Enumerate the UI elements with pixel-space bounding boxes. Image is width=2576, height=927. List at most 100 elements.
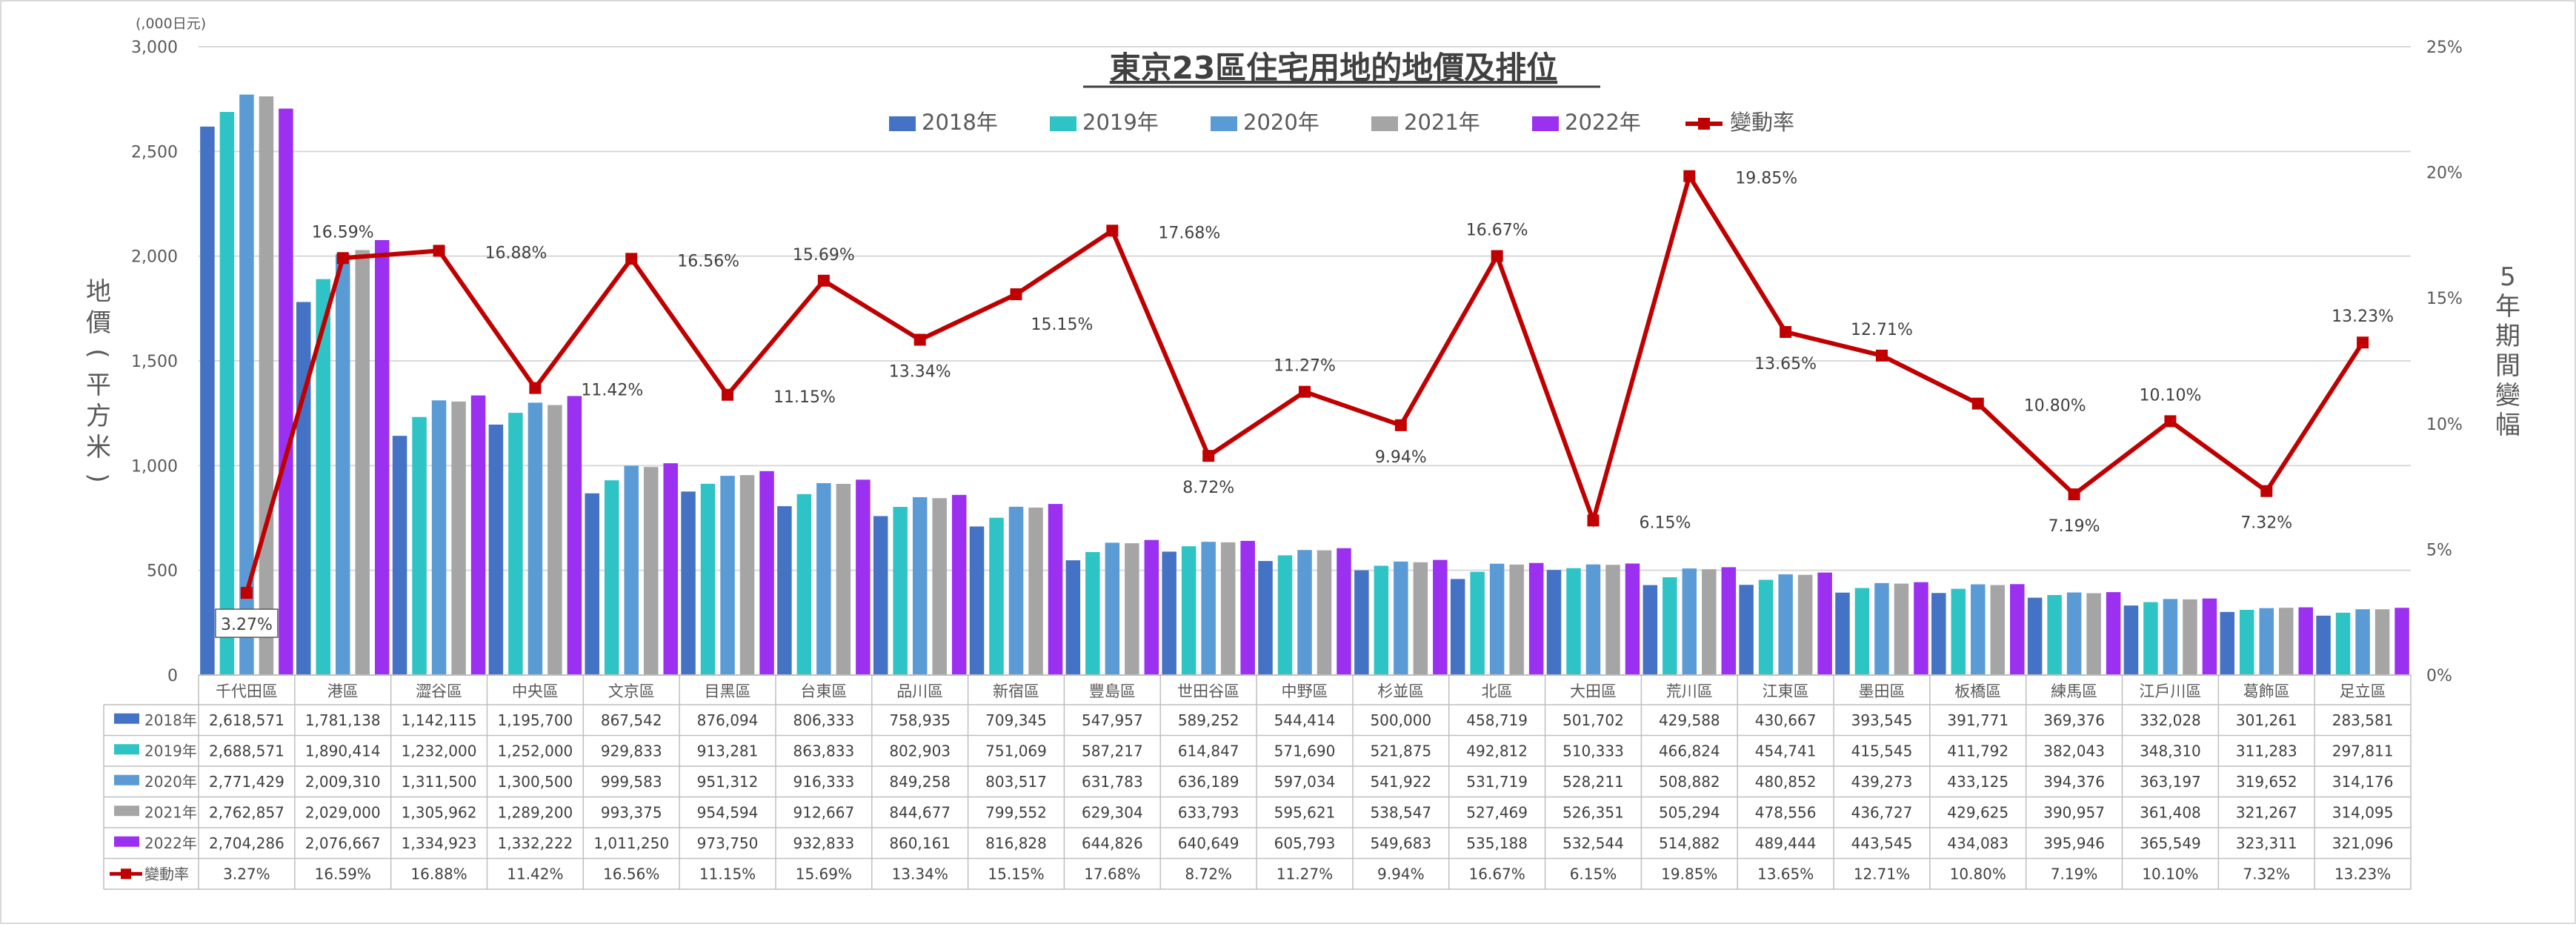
rate-marker [1394,419,1407,431]
table-cell: 538,547 [1370,803,1431,821]
bar [239,94,254,676]
table-cell: 2,762,857 [209,803,284,821]
bar [2027,597,2043,675]
rate-data-label: 3.27% [221,616,273,634]
table-cell: 844,677 [889,803,951,821]
category-label: 荒川區 [1666,682,1713,700]
table-cell: 605,793 [1274,834,1336,852]
table-row-label: 變動率 [144,865,189,883]
bar [1028,507,1043,675]
table-legend-key [114,744,139,755]
table-cell: 13.65% [1757,865,1814,883]
rate-data-label: 6.15% [1639,514,1691,532]
bar [1739,585,1754,675]
table-cell: 492,812 [1466,742,1528,760]
table-cell: 390,957 [2043,803,2105,821]
table-row-label: 2020年 [144,773,197,791]
bar [739,475,755,675]
table-cell: 480,852 [1755,773,1817,791]
table-cell: 1,334,923 [402,834,477,852]
table-cell: 19.85% [1661,865,1717,883]
rate-data-label: 11.42% [581,382,643,400]
table-cell: 454,741 [1755,742,1817,760]
table-cell: 614,847 [1178,742,1239,760]
bar [1489,563,1505,675]
table-cell: 332,028 [2140,711,2201,729]
table-cell: 528,211 [1562,773,1624,791]
table-cell: 521,875 [1370,742,1431,760]
y-axis-title-char: 地 [86,277,111,307]
legend-label: 2022年 [1565,110,1641,135]
table-cell: 1,890,414 [305,742,381,760]
y-axis-title-char: ) [83,473,113,482]
rate-data-label: 17.68% [1158,224,1220,242]
rate-marker [817,274,830,287]
rate-marker [625,253,638,265]
table-cell: 433,125 [1947,773,2008,791]
rate-data-label: 15.15% [1031,316,1094,334]
category-label: 新宿區 [993,682,1039,700]
legend-label: 2021年 [1404,110,1480,135]
category-label: 北區 [1482,682,1513,700]
bar [2394,608,2409,675]
rate-data-label: 16.88% [485,244,548,262]
bar [2220,611,2235,675]
bar [624,465,639,675]
bar [2123,605,2139,675]
bar [567,396,582,675]
bar [1797,574,1813,675]
table-row-label: 2022年 [144,834,197,852]
rate-data-label: 7.32% [2240,514,2292,533]
table-cell: 802,903 [889,742,951,760]
y2-tick-label: 25% [2426,39,2463,57]
y2-tick-label: 20% [2426,165,2463,183]
bar-series-group [200,94,2409,676]
table-cell: 644,826 [1082,834,1143,852]
table-cell: 863,833 [793,742,855,760]
bar [219,112,235,676]
bar [1317,550,1332,675]
legend-label: 2020年 [1243,110,1319,135]
rate-data-label: 16.67% [1466,222,1528,240]
bar [316,279,330,676]
rate-marker [433,245,445,257]
bar [527,402,543,675]
y-tick-label: 0 [167,667,178,685]
category-label: 台東區 [800,682,847,700]
bar [1971,584,1986,675]
bar [969,526,985,675]
bar [1144,539,1159,675]
bar [451,401,466,675]
table-cell: 751,069 [985,742,1047,760]
bar [1354,570,1369,675]
rate-marker [1491,250,1503,262]
table-cell: 15.69% [796,865,852,883]
y-tick-label: 1,000 [131,457,178,476]
bar [2106,592,2121,675]
bar [932,498,947,675]
table-cell: 932,833 [793,834,855,852]
table-cell: 9.94% [1377,865,1425,883]
table-cell: 415,545 [1851,742,1913,760]
table-row-label: 2021年 [144,803,197,821]
table-cell: 806,333 [793,711,855,729]
bar [431,400,447,675]
rate-data-label: 7.19% [2049,517,2100,536]
table-cell: 544,414 [1274,711,1336,729]
rate-data-label: 16.56% [677,252,739,270]
legend-label: 變動率 [1730,110,1794,135]
bar [1528,562,1544,675]
bar [412,416,427,675]
table-cell: 547,957 [1082,711,1143,729]
bar [951,494,967,675]
table-cell: 1,289,200 [497,803,573,821]
bar [2202,598,2217,675]
bar [796,494,812,675]
bar [1951,588,1966,675]
bar [1566,568,1581,675]
bar [2316,615,2331,675]
legend: 2018年 2019年 2020年 2021年 2022年 變動率 [889,110,1794,135]
table-cell: 510,333 [1562,742,1624,760]
table-cell: 429,588 [1659,711,1720,729]
bar [2143,602,2158,675]
